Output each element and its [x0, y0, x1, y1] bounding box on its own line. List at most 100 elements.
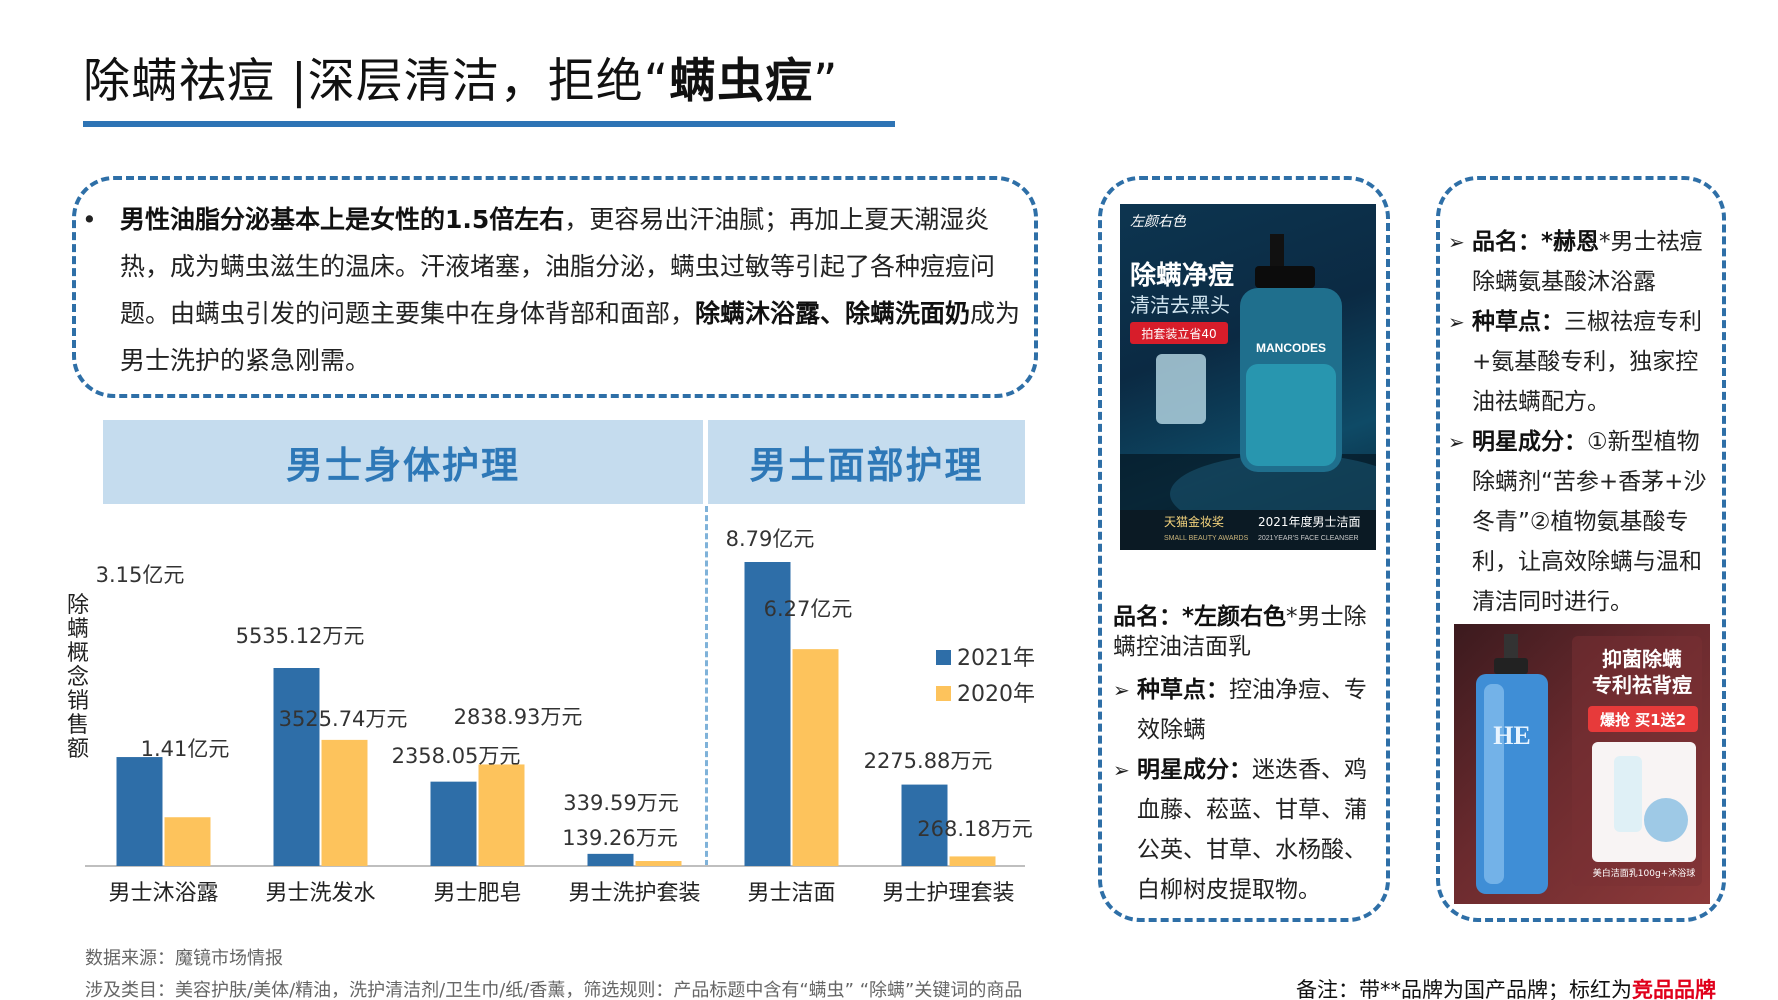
product1-bottle-label: MANCODES: [1256, 341, 1326, 355]
bar-2021-1: [273, 668, 320, 866]
data-label-2020-1: 3525.74万元: [279, 707, 408, 731]
product1-seed-text: 控油净痘、专效除螨: [1137, 677, 1367, 743]
data-label-2020-2: 2838.93万元: [454, 705, 583, 729]
data-label-2020-3: 139.26万元: [562, 826, 677, 850]
header-body-care: 男士身体护理: [103, 420, 703, 504]
category-label-3: 男士洗护套装: [568, 881, 700, 906]
title-suffix: ”: [813, 54, 839, 109]
data-label-2021-5: 2275.88万元: [864, 749, 993, 773]
product1-seed-label: 种草点：: [1137, 677, 1229, 703]
product1-name: 品名：*左颜右色*男士除螨控油洁面乳: [1113, 602, 1385, 662]
product2-seed-label: 种草点：: [1472, 309, 1564, 335]
legend-label-1: 2020年: [957, 682, 1035, 707]
data-label-2021-3: 339.59万元: [563, 791, 678, 815]
data-label-2021-1: 5535.12万元: [236, 624, 365, 648]
intro-bold-2: 除螨沐浴露、除螨洗面奶: [695, 299, 971, 328]
product2-caption: 美白洁面乳100g+沐浴球: [1593, 867, 1695, 879]
y-axis-label: 除螨概念销售额: [67, 593, 89, 762]
title-underline: [83, 121, 895, 127]
title-prefix: 除螨祛痘 |深层清洁，拒绝“: [83, 54, 670, 109]
arrow-icon: ➢: [1113, 678, 1130, 702]
legend-swatch-0: [936, 650, 951, 665]
product-image-1: 左颜右色 除螨净痘 清洁去黑头 拍套装立省40 MANCODES 天猫金妆奖 S…: [1120, 204, 1376, 550]
product-panel-1: [1098, 176, 1390, 922]
product1-info: 品名：*左颜右色*男士除螨控油洁面乳 ➢ 种草点：控油净痘、专效除螨 ➢ 明星成分：…: [1113, 602, 1385, 910]
bar-2021-3: [587, 853, 634, 866]
data-label-2020-5: 268.18万元: [917, 817, 1032, 841]
product1-seed: ➢ 种草点：控油净痘、专效除螨: [1113, 670, 1385, 750]
bar-2020-2: [478, 764, 525, 866]
arrow-icon: ➢: [1113, 758, 1130, 782]
product1-ing-text: 迷迭香、鸡血藤、菘蓝、甘草、蒲公英、甘草、水杨酸、白柳树皮提取物。: [1137, 757, 1367, 903]
bar-2020-0: [164, 817, 211, 866]
page-title: 除螨祛痘 |深层清洁，拒绝“螨虫痘”: [83, 42, 838, 111]
product2-seed: ➢ 种草点：三椒祛痘专利+氨基酸专利，独家控油祛螨配方。: [1448, 302, 1710, 422]
product2-name-rest: *男士祛痘除螨氨基酸沐浴露: [1472, 229, 1703, 295]
product2-bottle-label: HE: [1493, 721, 1531, 750]
arrow-icon: ➢: [1448, 310, 1465, 334]
bar-2020-1: [321, 739, 368, 866]
legend-swatch-1: [936, 686, 951, 701]
bar-2021-0: [116, 757, 163, 866]
product1-award-year: 2021年度男士洁面: [1258, 514, 1361, 529]
data-label-2021-2: 2358.05万元: [392, 744, 521, 768]
product2-name: ➢ 品名：*赫恩*男士祛痘除螨氨基酸沐浴露: [1448, 222, 1710, 302]
intro-text-2: 成为男士洗护的紧急刚需。: [120, 299, 1021, 375]
category-label-2: 男士肥皂: [433, 881, 521, 906]
product1-award: 天猫金妆奖: [1164, 514, 1224, 529]
product2-ing-text: ①新型植物除螨剂“苦参+香茅+沙冬青”②植物氨基酸专利，让高效除螨与温和清洁同时…: [1472, 429, 1707, 615]
bar-2020-5: [949, 856, 996, 866]
footer-note-prefix: 备注：带**品牌为国产品牌；标红为: [1296, 978, 1632, 1000]
product1-brand: 左颜右色: [1130, 213, 1187, 229]
product2-info: ➢ 品名：*赫恩*男士祛痘除螨氨基酸沐浴露 ➢ 种草点：三椒祛痘专利+氨基酸专利，独…: [1448, 222, 1710, 622]
product2-name-label: 品名：: [1472, 229, 1541, 255]
product1-headline: 除螨净痘: [1130, 260, 1234, 291]
product1-name-label: 品名：: [1113, 604, 1182, 630]
product-panel-2: [1436, 176, 1726, 922]
category-label-5: 男士护理套装: [882, 881, 1014, 906]
intro-box: [72, 176, 1038, 398]
bar-2021-2: [430, 781, 477, 866]
category-label-0: 男士沐浴露: [108, 881, 218, 906]
data-scope: 涉及类目：美容护肤/美体/精油，洗护清洁剂/卫生巾/纸/香薰，筛选规则：产品标题…: [85, 980, 1023, 1000]
product1-name-rest: *男士除螨控油洁面乳: [1113, 604, 1367, 660]
legend-label-0: 2021年: [957, 646, 1035, 671]
product1-award-year-en: 2021YEAR'S FACE CLEANSER: [1258, 535, 1359, 542]
product2-promo: 爆抢 买1送2: [1600, 711, 1686, 729]
arrow-icon: ➢: [1448, 430, 1465, 454]
product1-promo: 拍套装立省40: [1141, 326, 1216, 341]
product2-name-brand: *赫恩: [1541, 229, 1600, 255]
data-label-2021-0: 3.15亿元: [96, 563, 185, 587]
data-label-2021-4: 8.79亿元: [726, 527, 815, 551]
product1-ing-label: 明星成分：: [1137, 757, 1252, 783]
product1-award-en: SMALL BEAUTY AWARDS: [1164, 535, 1249, 542]
product2-ing-label: 明星成分：: [1472, 429, 1587, 455]
product1-subline: 清洁去黑头: [1130, 293, 1230, 317]
product2-headline-2: 专利祛背痘: [1592, 673, 1692, 697]
data-source: 数据来源：魔镜市场情报: [85, 948, 283, 969]
title-bold: 螨虫痘: [669, 54, 814, 109]
data-label-2020-0: 1.41亿元: [141, 737, 230, 761]
bar-2020-3: [635, 861, 682, 866]
footer-note-red: 竞品品牌: [1632, 978, 1716, 1000]
header-face-care: 男士面部护理: [708, 420, 1025, 504]
bar-2021-4: [744, 562, 791, 866]
product-image-2: 抑菌除螨 专利祛背痘 爆抢 买1送2 美白洁面乳100g+沐浴球 HE: [1454, 624, 1710, 904]
arrow-icon: ➢: [1448, 230, 1465, 254]
product2-seed-text: 三椒祛痘专利+氨基酸专利，独家控油祛螨配方。: [1472, 309, 1702, 415]
product2-ingredients: ➢ 明星成分：①新型植物除螨剂“苦参+香茅+沙冬青”②植物氨基酸专利，让高效除螨与…: [1448, 422, 1710, 622]
product2-headline-1: 抑菌除螨: [1602, 647, 1682, 671]
footer-note: 备注：带**品牌为国产品牌；标红为竞品品牌: [1296, 974, 1716, 1000]
bar-2021-5: [901, 784, 948, 866]
bar-2020-4: [792, 649, 839, 866]
intro-paragraph: 男性油脂分泌基本上是女性的1.5倍左右，更容易出汗油腻；再加上夏天潮湿炎热，成为…: [120, 196, 1032, 384]
data-label-2020-4: 6.27亿元: [764, 597, 853, 621]
section-divider: [705, 506, 708, 866]
category-label-1: 男士洗发水: [265, 881, 375, 906]
product1-name-brand: *左颜右色: [1182, 604, 1287, 630]
intro-bold-1: 男性油脂分泌基本上是女性的1.5倍左右: [120, 205, 565, 234]
intro-bullet: •: [82, 205, 97, 234]
intro-text-1: ，更容易出汗油腻；再加上夏天潮湿炎热，成为螨虫滋生的温床。汗液堵塞，油脂分泌，螨…: [120, 205, 996, 328]
category-label-4: 男士洁面: [747, 881, 835, 906]
